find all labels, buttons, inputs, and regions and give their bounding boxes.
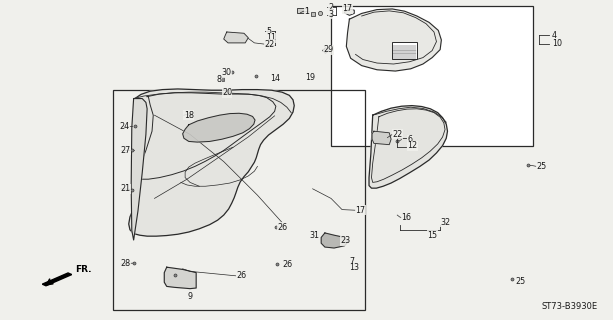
Text: 11: 11 (267, 33, 276, 42)
Text: ST73-B3930E: ST73-B3930E (541, 302, 598, 311)
Bar (392, 42, 417, 59)
Text: 19: 19 (305, 73, 316, 82)
Text: 27: 27 (121, 146, 131, 155)
Text: 12: 12 (408, 141, 418, 150)
Text: 22: 22 (392, 130, 403, 139)
Text: 7: 7 (349, 257, 354, 266)
Text: 24: 24 (120, 122, 130, 131)
Text: 26: 26 (282, 260, 292, 269)
Text: 30: 30 (222, 68, 232, 77)
Text: 10: 10 (552, 39, 562, 48)
Text: 28: 28 (121, 260, 131, 268)
Text: 1: 1 (305, 7, 310, 16)
Text: 13: 13 (349, 263, 359, 272)
Text: 16: 16 (402, 213, 411, 222)
Text: 9: 9 (188, 292, 192, 301)
Polygon shape (164, 267, 196, 289)
Text: 29: 29 (324, 45, 334, 54)
Polygon shape (42, 273, 72, 286)
Text: 5: 5 (267, 28, 272, 36)
Text: 17: 17 (356, 206, 366, 215)
Text: 8: 8 (216, 76, 221, 84)
Text: 14: 14 (270, 74, 280, 83)
Bar (113, 90, 365, 310)
Text: 15: 15 (427, 231, 437, 240)
Text: 4: 4 (552, 31, 557, 40)
Polygon shape (346, 9, 441, 71)
Polygon shape (129, 89, 294, 236)
Text: 22: 22 (265, 40, 275, 49)
Text: 21: 21 (121, 184, 131, 193)
Bar (331, 6, 533, 146)
Text: 23: 23 (340, 236, 351, 245)
Polygon shape (369, 106, 447, 188)
Text: 3: 3 (328, 10, 333, 19)
Text: 32: 32 (440, 218, 451, 227)
Text: 18: 18 (184, 111, 194, 120)
Polygon shape (183, 113, 255, 142)
Text: 25: 25 (536, 162, 547, 171)
Text: 25: 25 (515, 277, 525, 286)
Polygon shape (321, 233, 348, 248)
Text: 17: 17 (342, 4, 352, 13)
Text: 20: 20 (222, 88, 232, 97)
Bar (297, 8, 308, 13)
Polygon shape (224, 32, 248, 43)
Text: 6: 6 (408, 135, 413, 144)
Text: 26: 26 (278, 223, 288, 232)
Polygon shape (131, 99, 147, 240)
Text: 26: 26 (236, 271, 246, 280)
Text: 2: 2 (328, 4, 333, 12)
Text: 31: 31 (310, 231, 319, 240)
Polygon shape (372, 131, 391, 145)
Polygon shape (345, 9, 354, 15)
Text: FR.: FR. (75, 265, 91, 274)
